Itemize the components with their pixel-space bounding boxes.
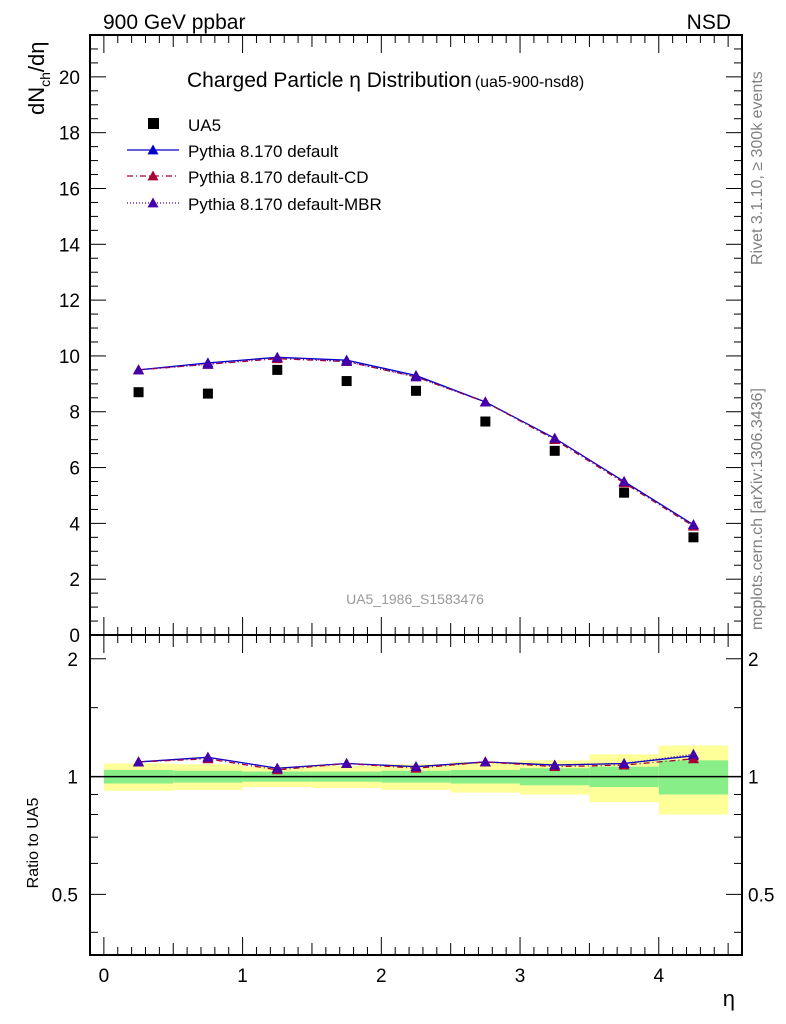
ratio-y-tick-label: 0.5 — [52, 885, 78, 906]
ratio-marker — [479, 756, 491, 767]
x-axis-label: η — [723, 986, 735, 1011]
ratio-panel-ticks: 0.5 0.5 1 1 2 2 0 1 2 3 4 — [52, 635, 774, 987]
ratio-marker — [410, 761, 422, 772]
y-tick-label: 18 — [59, 124, 80, 145]
x-tick-label: 4 — [653, 966, 664, 987]
y-tick-label: 6 — [69, 459, 80, 480]
data-point — [619, 487, 630, 498]
y-axis-label-main: dN — [24, 87, 49, 115]
ratio-panel-series — [133, 748, 699, 775]
series-line — [138, 356, 694, 526]
ratio-y-tick-label: 1 — [67, 768, 78, 789]
ratio-y-tick-label-right: 2 — [748, 650, 759, 671]
y-tick-label: 20 — [59, 68, 80, 89]
band-inner-bin — [658, 760, 729, 795]
series-marker — [133, 364, 145, 375]
ratio-panel-frame — [89, 634, 743, 956]
y-tick-label: 4 — [69, 514, 80, 535]
ratio-marker — [618, 757, 630, 768]
data-point — [549, 445, 560, 456]
legend-marker — [147, 170, 159, 181]
chart-subtitle: (ua5-900-nsd8) — [475, 74, 584, 91]
ratio-marker — [549, 759, 561, 770]
data-point — [341, 376, 352, 387]
data-point — [133, 387, 144, 398]
series-marker — [618, 476, 630, 486]
legend-entry: Pythia 8.170 default-MBR — [188, 195, 382, 214]
ratio-marker — [341, 757, 353, 768]
ratio-marker — [133, 756, 145, 767]
series-marker — [202, 358, 214, 369]
x-tick-label: 1 — [237, 966, 248, 987]
y-axis-label: dNch/dη — [24, 41, 53, 115]
series-marker — [271, 351, 283, 362]
series-marker — [341, 356, 353, 366]
ratio-panel-bands — [103, 745, 729, 815]
main-panel-series — [133, 351, 699, 531]
legend-marker — [147, 197, 159, 208]
ratio-y-tick-label-right: 1 — [748, 768, 759, 789]
data-points — [133, 364, 699, 543]
data-point — [480, 416, 491, 427]
ratio-marker — [271, 762, 283, 773]
series-marker — [549, 432, 561, 443]
ratio-marker — [202, 751, 214, 762]
legend-marker — [147, 144, 159, 155]
x-tick-label: 2 — [376, 966, 387, 987]
series-line — [138, 358, 694, 527]
data-point — [202, 388, 213, 399]
legend-marker-ua5 — [148, 118, 159, 129]
y-tick-label: 12 — [59, 291, 80, 312]
chart-title: Charged Particle η Distribution (ua5-900-… — [187, 69, 584, 92]
legend: UA5 Pythia 8.170 default Pythia 8.170 defa… — [127, 116, 382, 214]
y-axis-label-tail: /dη — [24, 41, 49, 72]
data-point — [272, 364, 283, 375]
series-marker — [479, 396, 491, 407]
legend-entry: Pythia 8.170 default-CD — [188, 168, 369, 187]
data-point — [411, 385, 421, 396]
side-text-top: Rivet 3.1.10, ≥ 300k events — [749, 71, 766, 265]
header-right: NSD — [687, 11, 731, 34]
watermark: UA5_1986_S1583476 — [346, 591, 484, 607]
ratio-y-tick-label-right: 0.5 — [748, 885, 774, 906]
y-tick-label: 14 — [59, 235, 81, 256]
series-marker — [410, 371, 422, 382]
ratio-y-label: Ratio to UA5 — [25, 798, 42, 889]
y-tick-label: 2 — [69, 570, 80, 591]
series-line — [138, 356, 694, 526]
legend-entry: UA5 — [188, 116, 221, 135]
side-text-bottom: mcplots.cern.ch [arXiv:1306.3436] — [749, 388, 766, 630]
x-tick-label: 3 — [515, 966, 526, 987]
header-left: 900 GeV ppbar — [103, 11, 245, 34]
y-axis-label-sub: ch — [37, 72, 53, 87]
y-tick-label: 16 — [59, 179, 80, 200]
y-tick-label: 0 — [69, 626, 80, 647]
ratio-marker — [687, 748, 699, 759]
legend-entry: Pythia 8.170 default — [188, 142, 339, 161]
series-marker — [687, 519, 699, 530]
ratio-y-tick-label: 2 — [67, 650, 78, 671]
data-point — [688, 532, 699, 543]
y-tick-label: 10 — [59, 347, 80, 368]
chart-title-main: Charged Particle η Distribution — [187, 69, 472, 92]
main-panel-ticks: 0 2 4 6 8 10 12 14 16 18 20 — [59, 35, 742, 647]
x-tick-label: 0 — [99, 966, 110, 987]
y-tick-label: 8 — [69, 403, 80, 424]
